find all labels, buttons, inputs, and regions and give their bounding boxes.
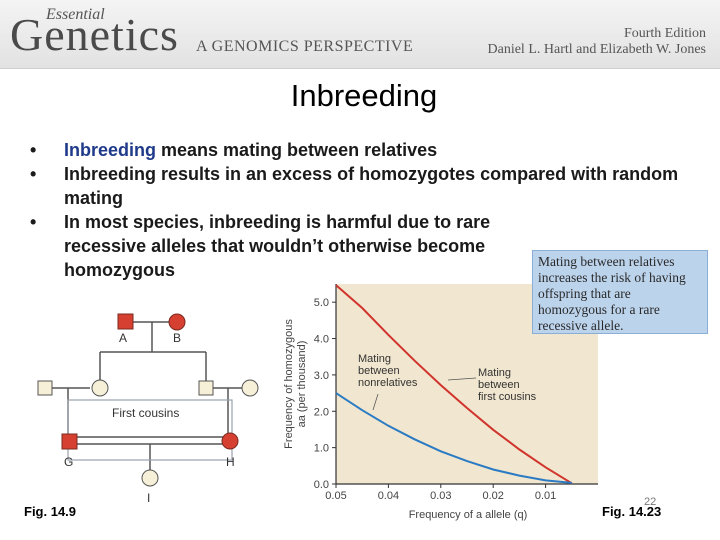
- first-cousins-bracket: [67, 399, 233, 461]
- logo-genetics: Genetics: [10, 9, 179, 60]
- callout-box: Mating between relatives increases the r…: [532, 250, 708, 334]
- series-label-0: first cousins: [478, 391, 537, 403]
- x-tick-label: 0.04: [378, 490, 399, 502]
- authors-label: Daniel L. Hartl and Elizabeth W. Jones: [487, 42, 707, 57]
- y-tick-label: 1.0: [314, 443, 329, 455]
- y-axis-label-line1: Frequency of homozygous: [283, 319, 295, 449]
- homozygote-frequency-chart: 0.05 0.04 0.03 0.02 0.01 0.0 1.0 2.0 3.0 4.0 5.0 M…: [278, 284, 708, 524]
- slide-number: 22: [644, 496, 657, 508]
- bullet-item: • In most species, inbreeding is harmful …: [28, 210, 688, 282]
- logo-subtitle: A GENOMICS PERSPECTIVE: [196, 38, 414, 55]
- bullet-marker: •: [30, 164, 37, 184]
- y-tick-label: 0.0: [314, 479, 329, 491]
- logo-essential: Essential: [46, 6, 105, 23]
- chart-axes: 0.05 0.04 0.03 0.02 0.01 0.0 1.0 2.0 3.0 4.0 5.0: [314, 284, 598, 502]
- bullet-marker: •: [30, 212, 37, 232]
- pedigree-diagram: A B G H I First cousins: [30, 306, 278, 510]
- bullet-item: • Inbreeding results in an excess of homo…: [28, 162, 688, 210]
- chart-series: [335, 284, 573, 485]
- pedigree-male-carrier: [198, 380, 214, 396]
- y-tick-label: 5.0: [314, 297, 329, 309]
- bullet-text: means mating between relatives: [156, 140, 438, 160]
- series-label-1: between: [358, 365, 400, 377]
- label-b: B: [173, 331, 181, 345]
- label-g: G: [64, 455, 73, 469]
- x-tick-label: 0.02: [482, 490, 503, 502]
- y-tick-label: 4.0: [314, 334, 329, 346]
- bullet-item: • Inbreeding means mating between relativ…: [28, 138, 688, 162]
- figure-label-left: Fig. 14.9: [24, 504, 77, 519]
- slide-title: Inbreeding: [290, 78, 438, 113]
- pedigree-female-carrier: [91, 379, 109, 397]
- individual-a: [117, 313, 134, 330]
- series-label-1: Mating: [358, 353, 391, 365]
- book-header: Genetics Essential A GENOMICS PERSPECTIV…: [0, 0, 720, 69]
- edition-label: Fourth Edition: [623, 26, 706, 41]
- series-label-1: nonrelatives: [358, 377, 418, 389]
- x-tick-label: 0.03: [430, 490, 451, 502]
- label-i: I: [147, 491, 150, 505]
- figure-label-right: Fig. 14.23: [602, 504, 662, 519]
- bullet-keyword: Inbreeding: [64, 140, 157, 160]
- series-line-1: [335, 392, 572, 484]
- pedigree-spouse-left: [37, 380, 53, 396]
- series-leader-1: [372, 393, 379, 411]
- bullet-marker: •: [30, 140, 37, 160]
- first-cousins-caption: First cousins: [112, 406, 179, 420]
- y-axis-label-line2: aa (per thousand): [296, 341, 308, 428]
- individual-b: [168, 313, 186, 331]
- bullet-text: In most species, inbreeding is harmful d…: [64, 212, 491, 280]
- label-h: H: [226, 455, 235, 469]
- series-leader-0: [447, 377, 477, 381]
- pedigree-spouse-right: [241, 379, 259, 397]
- series-label-0: between: [478, 379, 520, 391]
- individual-i: [141, 469, 159, 487]
- series-line-0: [335, 284, 573, 485]
- x-tick-label: 0.01: [535, 490, 556, 502]
- x-axis-label: Frequency of a allele (q): [409, 509, 528, 521]
- individual-g: [61, 433, 78, 450]
- x-tick-label: 0.05: [325, 490, 346, 502]
- y-tick-label: 2.0: [314, 406, 329, 418]
- individual-h: [221, 432, 239, 450]
- bullet-list: • Inbreeding means mating between relativ…: [28, 138, 688, 282]
- y-tick-label: 3.0: [314, 370, 329, 382]
- bullet-text: Inbreeding results in an excess of homoz…: [64, 164, 679, 208]
- label-a: A: [119, 331, 127, 345]
- series-label-0: Mating: [478, 367, 511, 379]
